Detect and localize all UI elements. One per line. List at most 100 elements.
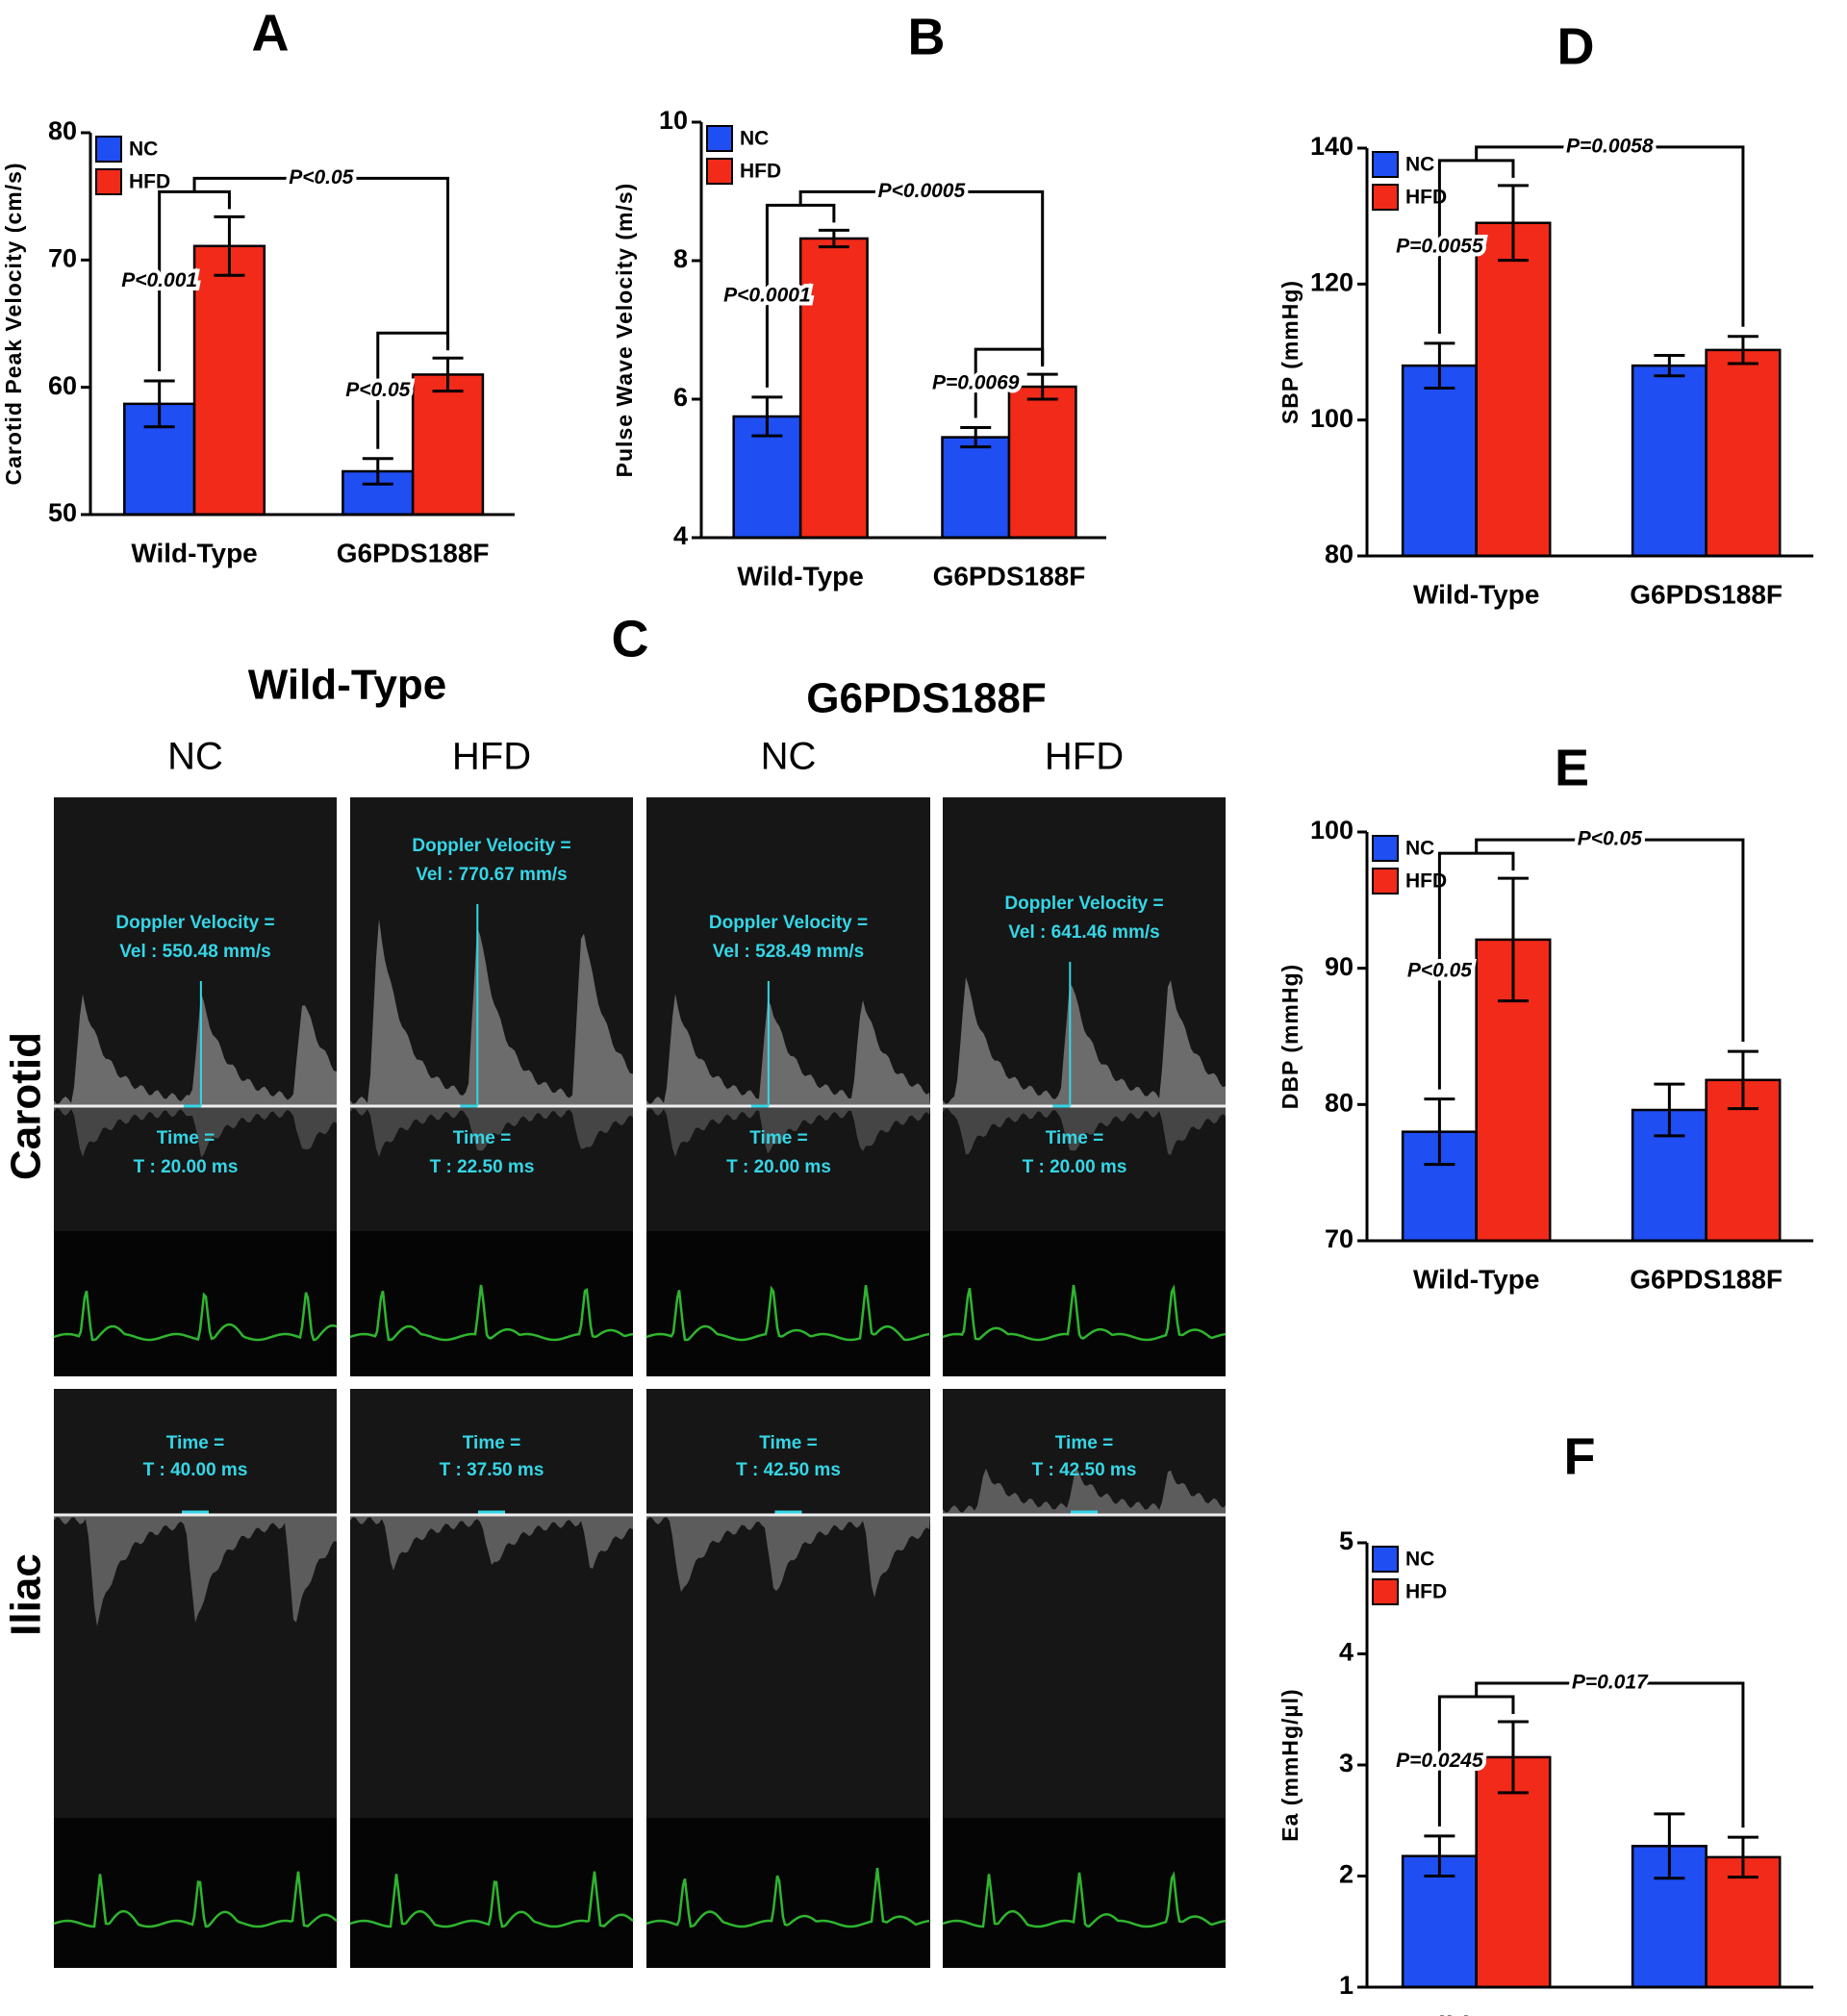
doppler-waveform — [646, 1515, 930, 1598]
y-tick-label: 2 — [1339, 1860, 1354, 1889]
error-bar-line — [960, 426, 992, 449]
legend-swatch — [95, 136, 122, 163]
significance-label: P<0.0001 — [723, 285, 811, 307]
measurement-label: Time = — [749, 1128, 807, 1148]
significance-bracket — [1437, 851, 1515, 1090]
legend-swatch — [1372, 1578, 1399, 1605]
error-bar-line — [1654, 1812, 1685, 1880]
doppler-waveform — [943, 977, 1226, 1106]
x-tick-label: Wild-Type — [737, 561, 863, 591]
error-bar — [1497, 184, 1529, 263]
significance-bracket — [1475, 145, 1745, 327]
x-tick-label: G6PDS188F — [1630, 2010, 1783, 2016]
axes — [1365, 1543, 1813, 1989]
y-tick-label: 70 — [1325, 1224, 1354, 1253]
error-bar — [960, 426, 992, 449]
measurement-value: T : 37.50 ms — [440, 1460, 544, 1480]
y-tick-label: 80 — [1325, 1088, 1354, 1117]
y-axis-title: Pulse Wave Velocity (m/s) — [612, 183, 637, 478]
error-bar — [751, 395, 783, 438]
error-bar-line — [1727, 335, 1758, 365]
error-bar-line — [1497, 876, 1529, 1003]
error-bar-line — [1654, 1082, 1685, 1138]
x-tick-label: Wild-Type — [1413, 2010, 1539, 2016]
x-tick-label: Wild-Type — [131, 538, 257, 567]
legend-swatch — [706, 125, 733, 152]
ecg-trace — [53, 1290, 338, 1342]
error-bar — [1727, 335, 1758, 365]
group-label: Wild-Type — [248, 662, 447, 709]
legend-label: NC — [1405, 838, 1434, 860]
legend-swatch — [1372, 1546, 1399, 1573]
error-bar — [1026, 372, 1058, 401]
significance-bracket — [1475, 1681, 1745, 1828]
measurement-label: Time = — [166, 1433, 224, 1453]
condition-label: HFD — [1045, 736, 1124, 778]
error-bar — [214, 214, 245, 277]
ecg-trace — [53, 1871, 338, 1928]
bar — [411, 373, 485, 517]
significance-bracket — [376, 331, 450, 449]
significance-bracket — [1437, 159, 1515, 334]
significance-bracket — [798, 189, 1045, 365]
error-bar — [1654, 1812, 1685, 1880]
bar — [1401, 1854, 1478, 1989]
measurement-label: Time = — [1046, 1128, 1103, 1148]
error-bar-line — [1497, 1720, 1529, 1795]
error-bar-line — [1424, 1834, 1455, 1877]
error-bar-line — [1727, 1835, 1758, 1879]
measurement-value: Vel : 528.49 mm/s — [713, 942, 864, 962]
group-label: G6PDS188F — [806, 675, 1046, 722]
panel-letter: B — [908, 8, 946, 65]
legend-swatch — [706, 158, 733, 185]
measurement-label: Doppler Velocity = — [412, 836, 570, 856]
y-axis-title: SBP (mmHg) — [1278, 280, 1303, 424]
legend-label: HFD — [1405, 187, 1447, 209]
y-tick-label: 6 — [673, 383, 688, 412]
doppler-waveform — [350, 1106, 633, 1157]
x-tick-label: G6PDS188F — [1630, 1264, 1783, 1294]
measurement-value: Vel : 770.67 mm/s — [416, 865, 567, 885]
legend-label: HFD — [129, 171, 170, 193]
measurement-label: Time = — [157, 1128, 215, 1148]
condition-label: HFD — [452, 736, 531, 778]
significance-label: P<0.05 — [289, 166, 353, 189]
condition-label: NC — [761, 736, 817, 778]
axes — [1365, 832, 1813, 1243]
error-bar — [1424, 1834, 1455, 1877]
legend-label: HFD — [1405, 870, 1447, 893]
error-bar-line — [818, 228, 849, 249]
legend-label: NC — [1405, 1549, 1434, 1571]
panel-letter: C — [612, 610, 649, 668]
measurement-value: T : 40.00 ms — [143, 1460, 248, 1480]
measurement-label: Doppler Velocity = — [709, 913, 868, 933]
error-bar-line — [1727, 1049, 1758, 1111]
bar — [192, 244, 266, 517]
measurement-label: Time = — [463, 1433, 520, 1453]
y-axis-title: Carotid Peak Velocity (cm/s) — [1, 162, 26, 485]
significance-bracket — [1475, 838, 1745, 1043]
y-tick-label: 90 — [1325, 952, 1354, 981]
y-tick-label: 3 — [1339, 1749, 1354, 1777]
significance-label: P<0.001 — [121, 269, 197, 291]
y-tick-label: 50 — [48, 498, 77, 527]
ecg-strip — [943, 1231, 1226, 1376]
y-tick-label: 120 — [1310, 267, 1354, 296]
x-tick-label: G6PDS188F — [1630, 579, 1783, 609]
ecg-strip — [350, 1231, 633, 1376]
doppler-waveform — [646, 994, 930, 1106]
measurement-value: T : 20.00 ms — [1023, 1157, 1127, 1177]
ecg-strip — [943, 1818, 1226, 1968]
error-bar-line — [362, 457, 393, 486]
bar — [1705, 348, 1782, 558]
doppler-waveform — [350, 919, 633, 1106]
measurement-label: Time = — [453, 1128, 511, 1148]
measurement-value: Vel : 641.46 mm/s — [1008, 922, 1159, 943]
error-bar — [1424, 341, 1455, 390]
legend-label: NC — [1405, 154, 1434, 176]
legend-label: HFD — [740, 161, 781, 183]
x-tick-label: Wild-Type — [1413, 579, 1539, 609]
error-bar — [818, 228, 849, 249]
